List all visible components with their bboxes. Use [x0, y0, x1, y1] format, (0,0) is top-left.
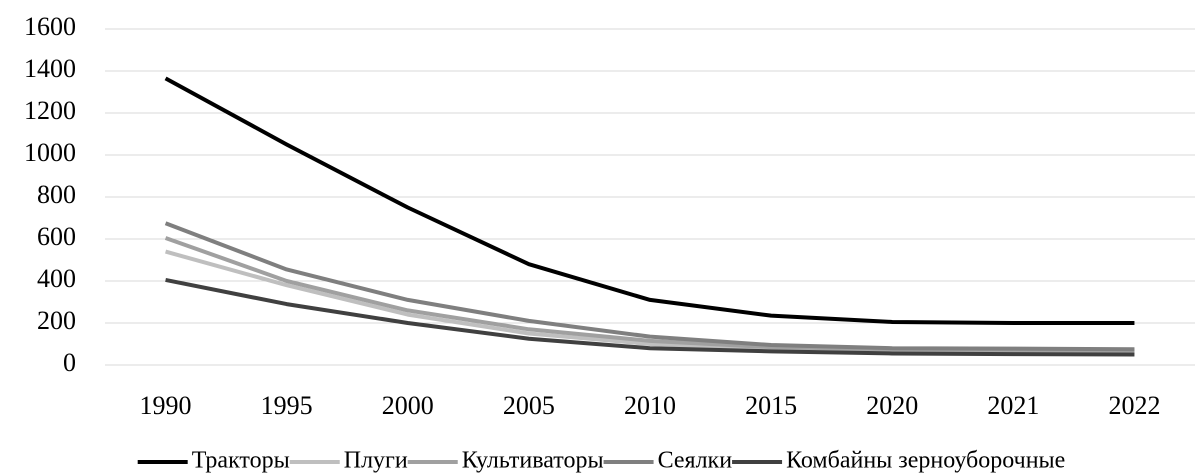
series-line: [164, 76, 1135, 325]
x-tick-label: 2000: [382, 391, 434, 420]
y-tick-label: 1000: [24, 138, 76, 167]
y-tick-label: 600: [37, 222, 76, 251]
y-tick-label: 1600: [24, 12, 76, 41]
legend-label: Комбайны зерноуборочные: [786, 448, 1065, 474]
y-tick-label: 0: [63, 348, 76, 377]
y-tick-label: 1200: [24, 96, 76, 125]
legend-label: Тракторы: [192, 448, 290, 474]
legend-label: Культиваторы: [462, 448, 604, 474]
x-tick-label: 1990: [140, 391, 192, 420]
x-tick-label: 2010: [624, 391, 676, 420]
x-tick-label: 2022: [1108, 391, 1160, 420]
series-line: [165, 249, 1135, 355]
y-tick-label: 400: [37, 264, 76, 293]
series-line: [164, 221, 1135, 352]
legend-label: Сеялки: [658, 448, 733, 474]
x-tick-label: 1995: [261, 391, 313, 420]
series-line: [164, 236, 1135, 353]
y-tick-label: 200: [37, 306, 76, 335]
x-tick-label: 2021: [987, 391, 1039, 420]
x-tick-label: 2020: [866, 391, 918, 420]
series-line: [165, 277, 1135, 357]
y-tick-label: 800: [37, 180, 76, 209]
x-tick-label: 2015: [745, 391, 797, 420]
legend-label: Плуги: [344, 448, 408, 474]
y-tick-label: 1400: [24, 54, 76, 83]
x-tick-label: 2005: [503, 391, 555, 420]
